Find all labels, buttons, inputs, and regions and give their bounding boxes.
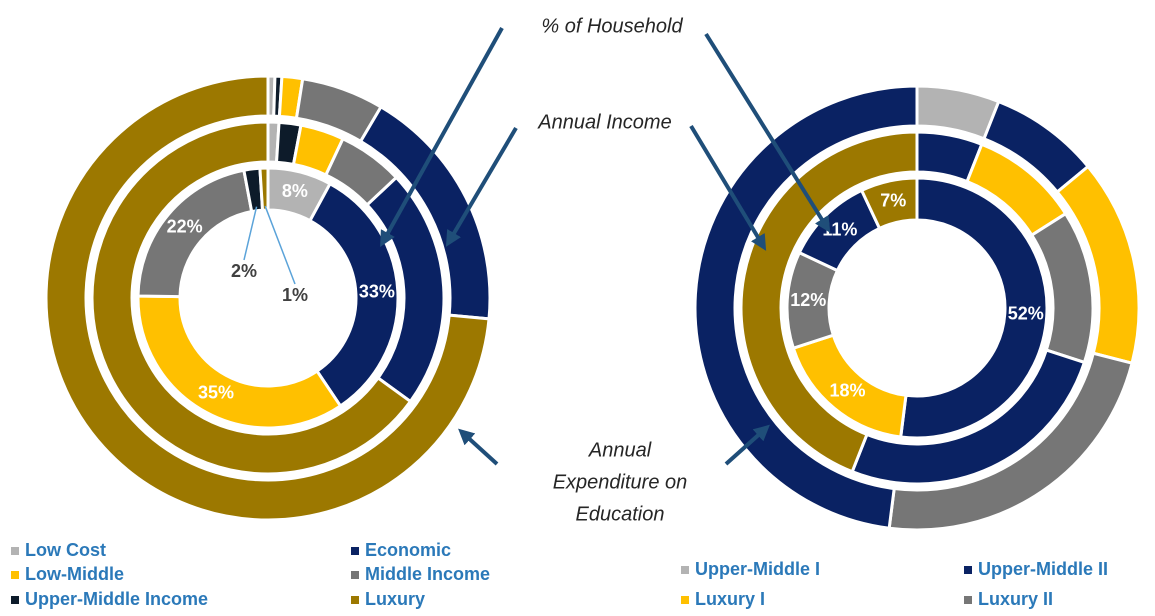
donut-segment — [693, 84, 919, 530]
legend-marker — [351, 547, 359, 555]
legend-label: Economic — [365, 540, 451, 560]
legend-label: Middle Income — [365, 564, 490, 584]
legend-marker — [681, 566, 689, 574]
data-label: 2% — [231, 261, 257, 281]
legend-marker — [11, 547, 19, 555]
legend-label: Upper-Middle I — [695, 559, 820, 579]
data-label: 52% — [1008, 304, 1044, 324]
legend-label: Low-Middle — [25, 564, 124, 584]
donut-segment — [136, 294, 343, 430]
data-label: 1% — [282, 285, 308, 305]
annotation: Annual — [588, 439, 652, 461]
arrow — [380, 27, 504, 247]
donut-segment — [859, 176, 919, 231]
data-label: 33% — [359, 282, 395, 302]
donut-segment — [44, 74, 491, 522]
donut-segment — [90, 120, 413, 476]
data-label: 12% — [790, 290, 826, 310]
annotation: Expenditure on — [553, 471, 688, 493]
annotation: % of Household — [541, 15, 683, 37]
donut-segment — [899, 176, 1049, 440]
data-label: 35% — [198, 383, 234, 403]
leader-line — [264, 205, 296, 285]
arrow — [458, 428, 499, 466]
legend-label: Upper-Middle II — [978, 559, 1108, 579]
data-label: 7% — [880, 190, 906, 210]
arrow — [704, 32, 831, 233]
legend-label: Luxury II — [978, 589, 1053, 609]
arrow — [724, 424, 770, 466]
annotation: Education — [576, 503, 665, 525]
arrows — [380, 27, 831, 466]
leader-line — [243, 206, 258, 261]
donut-segment — [258, 166, 270, 212]
legend-label: Low Cost — [25, 540, 106, 560]
legend-marker — [11, 571, 19, 579]
data-label: 22% — [167, 217, 203, 237]
annotation: Annual Income — [537, 111, 671, 133]
legend-marker — [351, 571, 359, 579]
legend-marker — [964, 566, 972, 574]
legend-label: Luxury I — [695, 589, 765, 609]
data-label: 18% — [830, 381, 866, 401]
arrow — [689, 124, 767, 251]
legend-marker — [964, 596, 972, 604]
donut-segment — [739, 130, 919, 474]
data-label: 11% — [822, 220, 857, 240]
legend-label: Upper-Middle Income — [25, 589, 208, 609]
donuts: 8% 33% 35% 22% 2% 1% 52% 18% 12% 11% 7% — [44, 74, 1141, 532]
legend-marker — [11, 596, 19, 604]
legend-label: Luxury — [365, 589, 425, 609]
arrow — [445, 126, 518, 247]
legend-marker — [351, 596, 359, 604]
data-label: 8% — [282, 181, 308, 201]
legend-marker — [681, 596, 689, 604]
